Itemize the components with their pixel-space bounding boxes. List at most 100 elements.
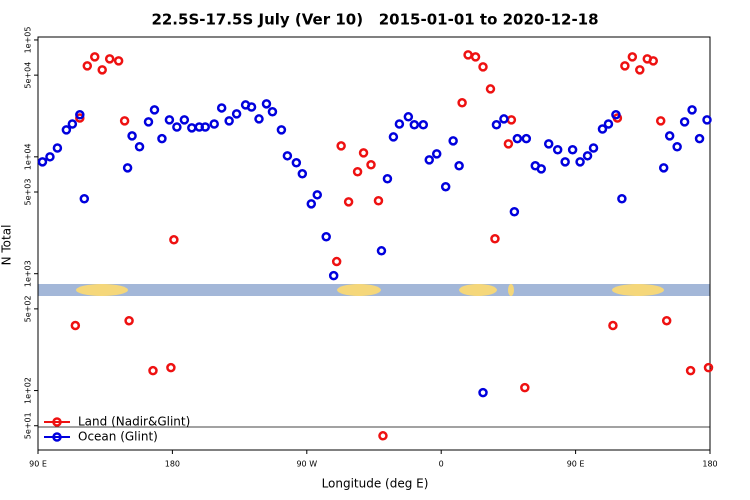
data-point (61, 125, 72, 135)
data-point (297, 169, 308, 179)
data-point (478, 62, 488, 72)
y-axis-label: N Total (0, 225, 14, 266)
data-point (143, 117, 154, 127)
x-tick-label: 90 E (567, 460, 585, 469)
data-point (512, 133, 523, 144)
data-point (463, 50, 473, 60)
data-point (658, 163, 669, 173)
data-point (703, 362, 714, 373)
data-point (588, 143, 599, 153)
data-point (608, 320, 618, 331)
data-point (312, 190, 323, 200)
data-point (328, 270, 339, 281)
data-point (536, 164, 547, 174)
data-point (702, 115, 712, 125)
data-point (336, 141, 346, 151)
y-tick-label: 5e+02 (24, 295, 33, 322)
legend-marker (52, 432, 62, 442)
data-point (276, 125, 287, 135)
data-point (164, 115, 175, 125)
data-point (37, 157, 48, 167)
data-point (403, 112, 414, 122)
data-point (79, 193, 90, 204)
data-point (552, 144, 563, 155)
land-patch (337, 284, 381, 296)
data-point (597, 124, 608, 134)
data-point (267, 107, 278, 117)
data-point (687, 105, 697, 115)
y-tick-label: 5e+01 (24, 412, 33, 439)
data-point (169, 235, 179, 245)
data-point (506, 115, 517, 125)
data-point (45, 152, 55, 162)
data-point (679, 117, 690, 127)
land-patch (612, 284, 664, 296)
data-point (179, 115, 190, 125)
data-point (166, 362, 176, 373)
data-point (418, 120, 429, 130)
data-point (376, 246, 387, 256)
data-point (82, 61, 93, 71)
data-point (187, 123, 197, 133)
plot-frame (37, 36, 711, 451)
data-point (388, 132, 399, 142)
data-point (200, 122, 211, 132)
data-point (134, 141, 145, 152)
data-point (70, 320, 81, 331)
data-point (124, 315, 134, 326)
data-point (490, 234, 500, 244)
data-point (520, 382, 530, 393)
land-patch (459, 284, 497, 296)
data-point (231, 109, 242, 119)
data-point (172, 122, 182, 132)
data-point (617, 193, 627, 204)
y-tick-label: 1e+03 (24, 260, 33, 287)
data-point (485, 84, 496, 94)
data-point (664, 131, 675, 141)
data-point (321, 232, 331, 242)
data-point (291, 158, 302, 168)
data-point (67, 119, 78, 129)
y-tick-label: 1e+05 (24, 27, 33, 54)
data-point (352, 167, 363, 177)
data-point (97, 65, 107, 75)
x-tick-label: 90 W (296, 460, 317, 469)
data-point (382, 174, 393, 184)
land-patch (76, 284, 128, 296)
data-point (567, 144, 578, 155)
data-point (457, 98, 467, 108)
data-point (448, 136, 458, 146)
data-point (358, 148, 369, 158)
data-point (685, 365, 696, 376)
data-point (75, 110, 85, 120)
data-point (149, 105, 160, 115)
data-point (694, 133, 705, 144)
data-point (499, 114, 509, 124)
x-tick-label: 180 (702, 460, 717, 469)
data-point (503, 139, 514, 149)
data-point (575, 157, 585, 167)
data-point (373, 195, 384, 206)
data-point (409, 120, 420, 130)
data-point (560, 157, 570, 167)
data-point (478, 387, 488, 398)
data-point (306, 199, 317, 209)
data-point (543, 139, 554, 149)
data-point (127, 131, 137, 141)
data-point (655, 116, 666, 126)
data-point (620, 61, 630, 71)
data-point (627, 52, 638, 62)
data-point (122, 163, 133, 173)
data-point (282, 151, 293, 161)
x-tick-label: 90 E (29, 460, 47, 469)
data-point (431, 149, 442, 159)
data-point (582, 151, 593, 161)
data-point (648, 56, 659, 66)
data-point (521, 133, 532, 144)
data-point (491, 120, 502, 130)
data-point (343, 197, 354, 207)
y-tick-label: 5e+04 (24, 62, 33, 89)
data-point (246, 102, 257, 112)
legend-label: Land (Nadir&Glint) (78, 415, 190, 429)
